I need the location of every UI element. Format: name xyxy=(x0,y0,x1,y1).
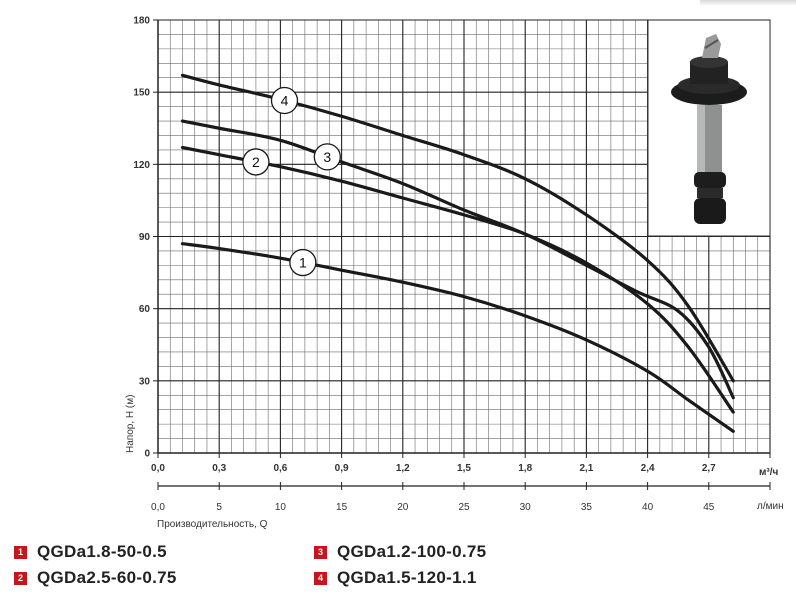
y-tick-label: 120 xyxy=(133,160,150,171)
legend-badge-1: 1 xyxy=(14,545,27,559)
y-axis-label: Напор, Н (м) xyxy=(125,395,136,453)
x-tick-label-primary: 1,8 xyxy=(518,463,532,474)
series-marker-label-4: 4 xyxy=(281,93,289,109)
y-tick-label: 30 xyxy=(139,376,151,387)
legend-badge-2: 2 xyxy=(14,571,27,585)
x-tick-label-secondary: 30 xyxy=(520,502,532,513)
series-markers: 1 2 3 4 xyxy=(242,86,341,277)
series-marker-label-1: 1 xyxy=(299,255,307,271)
x-tick-label-primary: 1,5 xyxy=(457,463,471,474)
x-tick-label-secondary: 5 xyxy=(216,502,222,513)
x-tick-label-primary: 2,7 xyxy=(702,463,716,474)
x-axis-label: Производительность, Q xyxy=(157,519,268,530)
legend-label-3: QGDa1.2-100-0.75 xyxy=(337,542,487,561)
x-tick-label-secondary: 10 xyxy=(275,502,287,513)
legend-badge-3: 3 xyxy=(314,545,327,559)
x-tick-label-primary: 0,9 xyxy=(335,463,349,474)
y-tick-label: 150 xyxy=(133,88,150,99)
x-tick-label-secondary: 20 xyxy=(397,502,409,513)
x-tick-label-secondary: 0,0 xyxy=(151,502,165,513)
y-tick-labels: 0 30 60 90 120 150 180 xyxy=(133,16,150,460)
series-marker-1 xyxy=(289,248,317,277)
top-edge-shadow xyxy=(700,0,796,6)
series-marker-label-2: 2 xyxy=(252,154,260,170)
x-tick-labels-primary: 0,0 0,3 0,6 0,9 1,2 1,5 1,8 2,1 2,4 2,7 xyxy=(151,463,716,474)
series-line-1 xyxy=(180,242,735,433)
x-tick-labels-secondary: 0,0 5 10 15 20 25 30 35 40 45 xyxy=(151,502,715,513)
y-tick-label: 60 xyxy=(139,304,151,315)
legend-item-1: 1 QGDa1.8-50-0.5 xyxy=(14,540,167,564)
legend-label-2: QGDa2.5-60-0.75 xyxy=(37,568,177,587)
x-unit-secondary: л/мин xyxy=(757,501,784,512)
x-tick-label-secondary: 45 xyxy=(703,502,715,513)
legend: 1 QGDa1.8-50-0.5 2 QGDa2.5-60-0.75 3 QGD… xyxy=(14,540,794,596)
legend-badge-4: 4 xyxy=(314,571,327,585)
series-marker-4 xyxy=(270,86,299,115)
y-tick-label: 0 xyxy=(144,449,150,460)
x-tick-label-primary: 2,1 xyxy=(579,463,593,474)
series-marker-label-3: 3 xyxy=(323,149,331,165)
x-tick-label-primary: 0,3 xyxy=(212,463,226,474)
axes xyxy=(153,19,771,490)
legend-item-4: 4 QGDa1.5-120-1.1 xyxy=(314,566,477,590)
series-line-4 xyxy=(180,73,735,383)
x-unit-primary: м³/ч xyxy=(759,467,779,478)
pump-image xyxy=(647,19,771,237)
series-marker-3 xyxy=(313,143,341,171)
x-tick-label-secondary: 15 xyxy=(336,502,348,513)
y-tick-label: 180 xyxy=(133,16,150,27)
x-tick-label-primary: 2,4 xyxy=(641,463,655,474)
x-tick-label-primary: 0,6 xyxy=(273,463,287,474)
x-tick-label-secondary: 40 xyxy=(642,502,654,513)
legend-label-4: QGDa1.5-120-1.1 xyxy=(337,568,477,587)
x-tick-label-primary: 1,2 xyxy=(396,463,410,474)
legend-item-3: 3 QGDa1.2-100-0.75 xyxy=(314,540,486,564)
y-tick-label: 90 xyxy=(139,232,151,243)
x-tick-label-secondary: 35 xyxy=(581,502,593,513)
x-tick-label-secondary: 25 xyxy=(458,502,470,513)
series-marker-2 xyxy=(242,148,270,176)
legend-label-1: QGDa1.8-50-0.5 xyxy=(37,542,167,561)
legend-item-2: 2 QGDa2.5-60-0.75 xyxy=(14,566,177,590)
x-tick-label-primary: 0,0 xyxy=(151,463,165,474)
series-line-3 xyxy=(180,119,735,400)
